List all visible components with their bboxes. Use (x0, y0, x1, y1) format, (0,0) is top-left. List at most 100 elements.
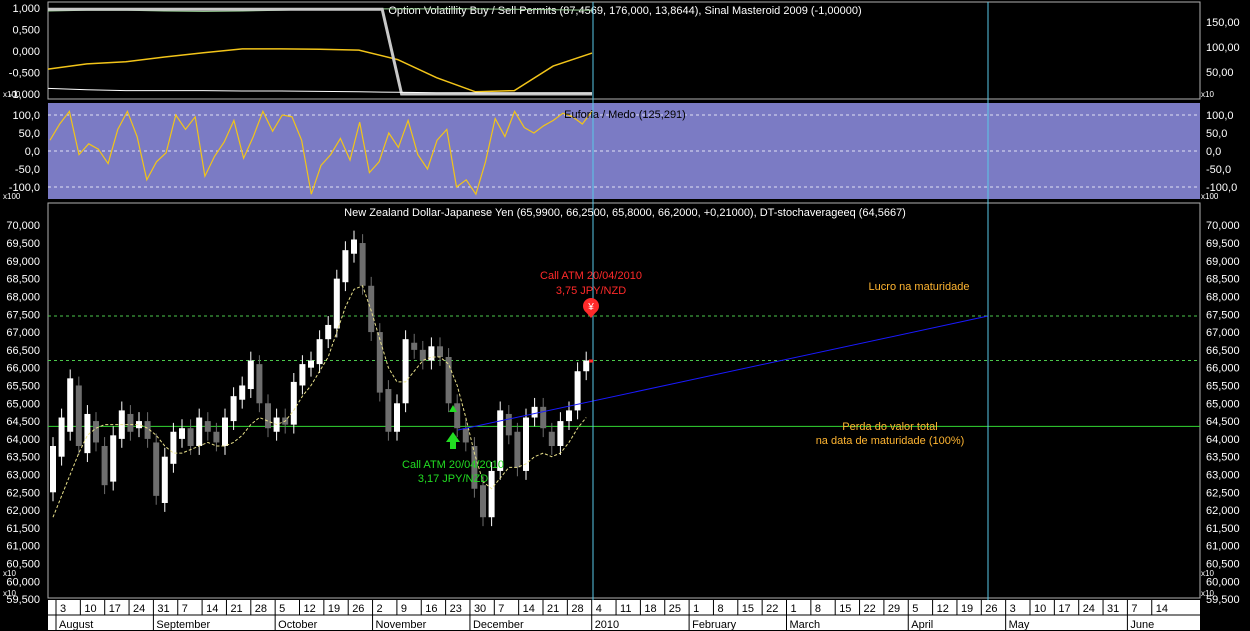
time-axis-day-label: 4 (596, 603, 602, 615)
price-left-tick: 66,500 (6, 345, 40, 357)
time-axis-day-label: 31 (1107, 603, 1119, 615)
time-axis-day-label: 7 (498, 603, 504, 615)
price-candle-body (454, 403, 461, 429)
price-candle-body (213, 431, 220, 443)
price-candle-body (333, 278, 340, 329)
price-candle-body (153, 442, 160, 496)
volatility-right-tick: 50,00 (1206, 67, 1234, 79)
time-axis-day-label: 31 (157, 603, 169, 615)
price-right-tick: 68,000 (1206, 291, 1240, 303)
price-left-tick: 60,500 (6, 559, 40, 571)
price-candle-body (196, 417, 203, 447)
time-axis-day-label: 16 (425, 603, 437, 615)
volatility-left-tick: 0,000 (12, 46, 40, 58)
price-candle-body (75, 385, 82, 447)
euforia-medo-line (49, 109, 593, 196)
price-candle-body (531, 406, 538, 418)
price-candle-body (514, 431, 521, 468)
price-left-tick: 67,500 (6, 309, 40, 321)
time-axis-day-label: 14 (1156, 603, 1168, 615)
perda-annotation-line2: na data de maturidade (100%) (816, 435, 965, 447)
call-green-entry-marker (449, 405, 457, 412)
time-axis-month-label: November (376, 619, 427, 631)
call-red-marker-pointer (585, 311, 597, 318)
time-axis-day-label: 3 (1010, 603, 1016, 615)
price-left-tick: 69,000 (6, 256, 40, 268)
price-candle-body (170, 431, 177, 464)
time-axis-day-label: 21 (547, 603, 559, 615)
time-axis-month-label: April (911, 619, 933, 631)
price-left-tick: 65,000 (6, 398, 40, 410)
time-axis: 3 10 17 24 31 7 14 21 28 5 12 19 26 2 9 16 23 30 7 14 21 28 4 1… (3, 589, 1214, 631)
call-green-label: Call ATM 20/04/2010 (402, 459, 504, 471)
price-candle-body (325, 324, 332, 340)
price-candle-body (402, 339, 409, 404)
price-candle-body (316, 339, 323, 365)
time-axis-day-label: 26 (352, 603, 364, 615)
price-candle-body (290, 381, 297, 425)
price-right-tick: 62,000 (1206, 505, 1240, 517)
euforia-medo-panel: 100,0 100,0 50,0 50,0 0,0 0,0 -50,0 -50,0 -100,0… (3, 103, 1237, 201)
volatility-series-line (48, 7, 592, 96)
volatility-series-line (47, 48, 593, 93)
trendline (457, 315, 989, 431)
price-right-tick: 61,000 (1206, 541, 1240, 553)
price-left-tick: 62,000 (6, 505, 40, 517)
price-candle-body (179, 428, 185, 439)
euforia-right-tick: -50,0 (1206, 164, 1231, 176)
time-axis-day-label: 9 (401, 603, 407, 615)
time-axis-day-label: 15 (742, 603, 754, 615)
price-panel-title: New Zealand Dollar-Japanese Yen (65,9900… (344, 207, 906, 219)
euforia-right-tick: 100,0 (1206, 110, 1234, 122)
volatility-left-scale-note: x100 (3, 90, 21, 99)
time-axis-day-label: 7 (182, 603, 188, 615)
price-candle-body (548, 431, 555, 447)
time-axis-month-label: June (1130, 619, 1154, 631)
volatility-right-tick: 150,00 (1206, 17, 1240, 29)
price-candle-body (437, 346, 443, 357)
time-axis-month-label: September (156, 619, 210, 631)
time-axis-day-label: 3 (60, 603, 66, 615)
price-candle-body (342, 250, 349, 283)
price-candle-body (557, 421, 564, 447)
price-candle-body (540, 406, 547, 429)
price-right-tick: 66,000 (1206, 363, 1240, 375)
price-right-tick: 64,500 (1206, 416, 1240, 428)
price-candle-body (462, 428, 469, 443)
moving-average-line (52, 285, 587, 518)
volatility-panel-title: Option Volatillity Buy / Sell Permits (8… (388, 5, 861, 17)
price-left-tick: 65,500 (6, 380, 40, 392)
price-right-tick: 67,500 (1206, 309, 1240, 321)
time-axis-day-label: 19 (961, 603, 973, 615)
time-axis-month-label: February (692, 619, 737, 631)
call-red-price: 3,75 JPY/NZD (556, 285, 626, 297)
euforia-medo-title: Euforia / Medo (125,291) (564, 109, 686, 121)
time-axis-day-label: 22 (766, 603, 778, 615)
time-axis-day-label: 25 (669, 603, 681, 615)
price-candle-body (566, 410, 572, 422)
price-left-tick: 63,500 (6, 452, 40, 464)
time-axis-day-label: 21 (230, 603, 242, 615)
price-left-tick: 67,000 (6, 327, 40, 339)
price-right-tick: 63,000 (1206, 469, 1240, 481)
time-axis-day-label: 7 (1131, 603, 1137, 615)
time-axis-day-label: 1 (693, 603, 699, 615)
price-candle-body (385, 389, 392, 432)
price-candle-body (351, 239, 357, 254)
price-left-tick: 66,000 (6, 363, 40, 375)
price-right-tick: 68,500 (1206, 274, 1240, 286)
perda-annotation-line1: Perda do valor total (842, 421, 937, 433)
time-axis-day-label: 17 (109, 603, 121, 615)
price-candle-body (308, 360, 314, 368)
volatility-left-tick: 1,000 (12, 3, 40, 15)
price-candle-body (445, 356, 452, 404)
price-left-tick: 68,000 (6, 291, 40, 303)
price-panel-frame (47, 202, 1201, 599)
price-left-tick: 69,500 (6, 238, 40, 250)
call-red-label: Call ATM 20/04/2010 (540, 270, 642, 282)
volatility-left-tick: 0,500 (12, 25, 40, 37)
price-candle-body (161, 456, 168, 503)
time-axis-day-label: 11 (620, 603, 631, 615)
time-axis-right-scale-note: x10 (1201, 589, 1214, 598)
